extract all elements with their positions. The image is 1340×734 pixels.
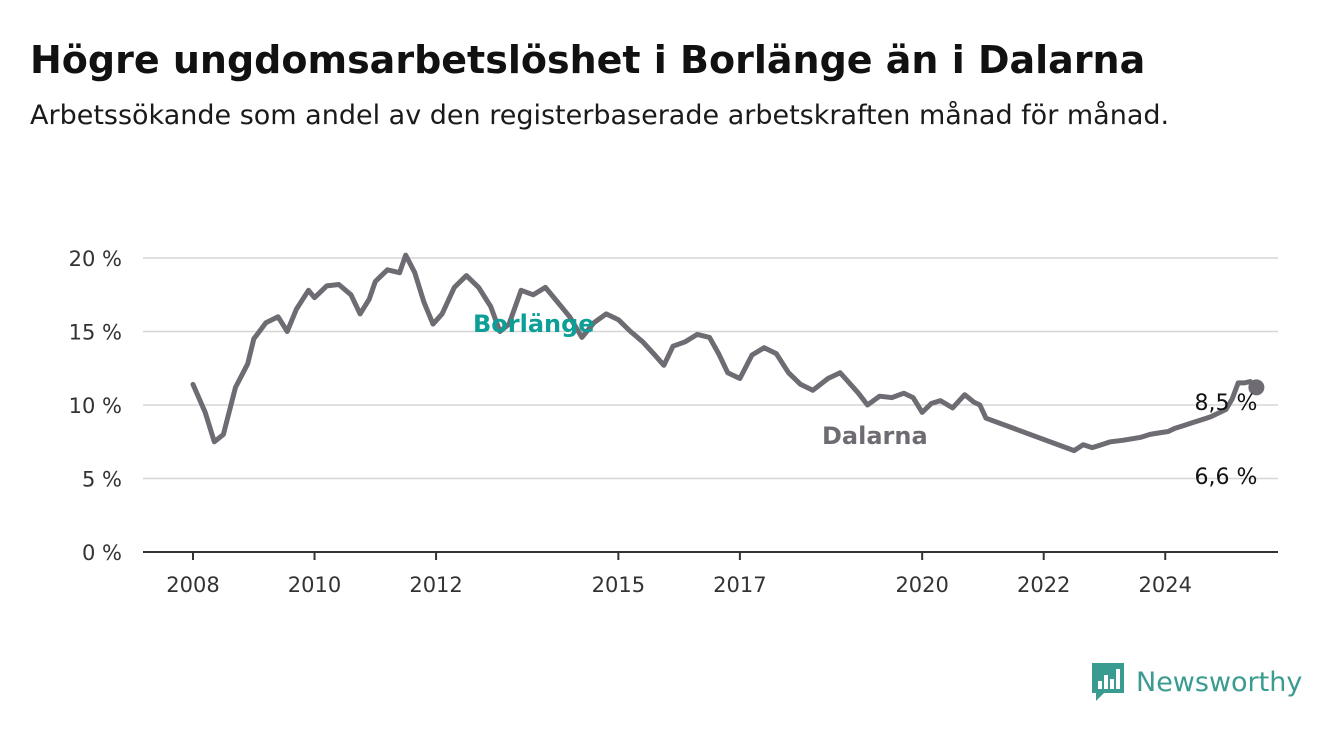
brand-logo: Newsworthy <box>1090 660 1302 704</box>
y-tick-label: 15 % <box>69 321 122 345</box>
x-tick-label: 2012 <box>409 573 462 597</box>
end-label-borlange: 8,5 % <box>1195 391 1258 416</box>
x-tick-label: 2024 <box>1139 573 1192 597</box>
y-tick-label: 5 % <box>82 468 122 492</box>
brand-name: Newsworthy <box>1136 666 1303 698</box>
series-label-borlange: Borlänge <box>473 310 595 338</box>
series-line-dalarna <box>190 252 1259 454</box>
series-label-dalarna: Dalarna <box>822 422 928 450</box>
y-tick-label: 10 % <box>69 394 122 418</box>
y-tick-label: 0 % <box>82 541 122 565</box>
x-tick-label: 2020 <box>895 573 948 597</box>
end-label-dalarna: 6,6 % <box>1195 465 1258 490</box>
x-tick-label: 2015 <box>592 573 645 597</box>
newsworthy-logo-icon <box>1092 663 1124 701</box>
x-tick-label: 2008 <box>166 573 219 597</box>
x-tick-label: 2010 <box>288 573 341 597</box>
x-tick-label: 2022 <box>1017 573 1070 597</box>
chart-title: Högre ungdomsarbetslöshet i Borlänge än … <box>30 38 1146 82</box>
x-tick-label: 2017 <box>713 573 766 597</box>
series-end-point <box>1248 379 1265 396</box>
chart-subtitle: Arbetssökande som andel av den registerb… <box>30 100 1170 131</box>
y-tick-label: 20 % <box>69 247 122 271</box>
